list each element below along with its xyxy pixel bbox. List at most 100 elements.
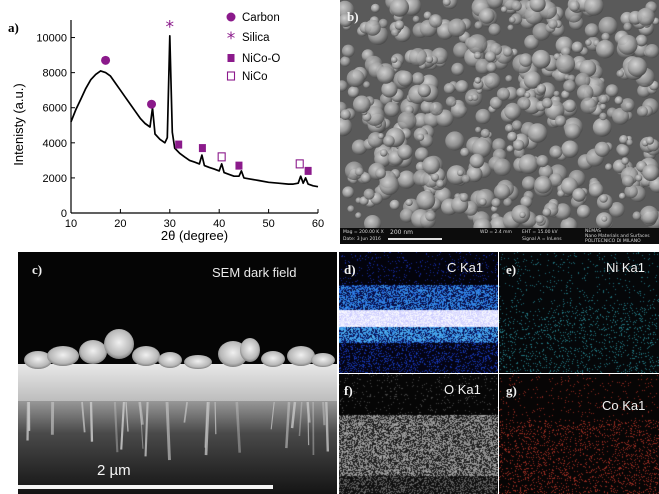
x-axis-label: 2θ (degree) [161, 228, 228, 243]
sem-grain [645, 44, 659, 59]
sem-grain [411, 72, 425, 85]
sem-grain [536, 84, 547, 94]
darkfield-scale-bar [18, 485, 273, 489]
sem-grain [576, 84, 594, 102]
sem-grain [480, 128, 490, 138]
sem-grain [422, 156, 440, 175]
sem-grain [460, 147, 470, 157]
sem-grain [513, 139, 525, 151]
peak-marker-carbon [147, 99, 157, 109]
substrate-streak [89, 401, 94, 442]
y-tick-label: 6000 [43, 103, 67, 115]
y-tick-label: 2000 [43, 173, 67, 185]
sem-grain [391, 28, 399, 37]
sem-grain [412, 15, 420, 23]
panel-a-label: a) [8, 20, 19, 35]
sem-grain [564, 123, 581, 140]
sem-grain [563, 79, 576, 93]
sem-grain [436, 179, 445, 188]
oxygen-map-label: O Ka1 [444, 382, 481, 397]
sem-grain [642, 164, 659, 181]
sem-grain [493, 183, 511, 200]
sem-grain [342, 186, 355, 199]
sem-grain [364, 106, 385, 126]
sem-mag: Mag = 200.00 K X [343, 230, 384, 235]
sem-grain [601, 215, 608, 222]
peak-marker-nico [217, 152, 226, 162]
darkfield-scale-text: 2 µm [97, 462, 131, 479]
peak-marker-nico-o [198, 144, 206, 153]
sem-grain [614, 96, 623, 105]
substrate-streak [306, 401, 311, 423]
sem-grain [423, 111, 440, 128]
sem-grain [580, 97, 597, 114]
surface-particle [158, 352, 182, 368]
sem-grain [535, 214, 544, 224]
sem-grain [541, 97, 553, 109]
sem-grain [620, 98, 635, 113]
substrate-streak [120, 401, 125, 450]
sem-wd: WD = 2.4 mm [480, 230, 512, 235]
sem-grain [507, 131, 518, 142]
sem-grain [521, 176, 537, 191]
sem-scale-text: 200 nm [390, 229, 414, 236]
sem-grain [474, 21, 483, 30]
sem-grain [355, 212, 362, 219]
sem-grain [595, 39, 615, 59]
sem-scale-bar [388, 238, 442, 240]
sem-grain [397, 70, 413, 87]
sem-grain [340, 117, 353, 137]
sem-grain [645, 136, 654, 145]
xrd-pattern-line [70, 34, 319, 188]
sem-institute-1: Nano Materials and Surfaces [585, 234, 650, 239]
sem-grain [503, 197, 513, 207]
sem-grain [621, 157, 629, 165]
sem-grain [538, 164, 553, 179]
sem-grain [553, 90, 560, 97]
sem-topview-image: Mag = 200.00 K X Date: 3 Jun 2016 200 nm… [340, 0, 659, 244]
sem-grain [637, 83, 651, 98]
sem-grain [506, 145, 514, 153]
sem-grain [376, 66, 395, 84]
panel-g-label: g) [506, 383, 517, 398]
sem-grain [397, 111, 417, 131]
sem-grain [397, 170, 416, 189]
sem-grain [536, 155, 549, 168]
y-tick-label: 8000 [43, 68, 67, 80]
sem-grain [475, 58, 491, 75]
panel-d-label: d) [344, 262, 356, 277]
sem-grain [484, 72, 501, 89]
substrate-streak [183, 401, 188, 423]
sem-grain [563, 99, 577, 113]
surface-particle [184, 355, 212, 369]
peak-marker-nico-o [235, 161, 243, 170]
sem-grain [399, 208, 414, 223]
sem-grain [473, 218, 492, 228]
sem-grain [609, 202, 625, 218]
y-tick-label: 10000 [36, 33, 67, 45]
sem-grain [363, 188, 375, 200]
sem-grain [451, 62, 465, 76]
legend-label-silica: Silica [242, 32, 270, 44]
sem-grain [576, 204, 591, 219]
sem-grain [416, 133, 425, 141]
sem-grain [605, 163, 613, 171]
sem-grain [554, 115, 567, 127]
sem-grain [508, 16, 516, 24]
surface-particle [79, 340, 107, 364]
substrate-streak [322, 401, 326, 426]
sem-grain [632, 211, 642, 221]
sem-grain [429, 101, 444, 116]
sem-grain [341, 44, 355, 58]
sem-grain [560, 217, 578, 228]
sem-grain [627, 57, 648, 77]
substrate-streak [290, 401, 297, 429]
sem-grain [340, 13, 353, 27]
substrate-streak [81, 401, 86, 433]
sem-grain [505, 75, 513, 83]
sem-grain [617, 34, 638, 55]
peak-marker-carbon [101, 55, 111, 65]
sem-grain [408, 48, 428, 67]
sem-grain [572, 188, 586, 202]
sem-grain [534, 175, 552, 194]
